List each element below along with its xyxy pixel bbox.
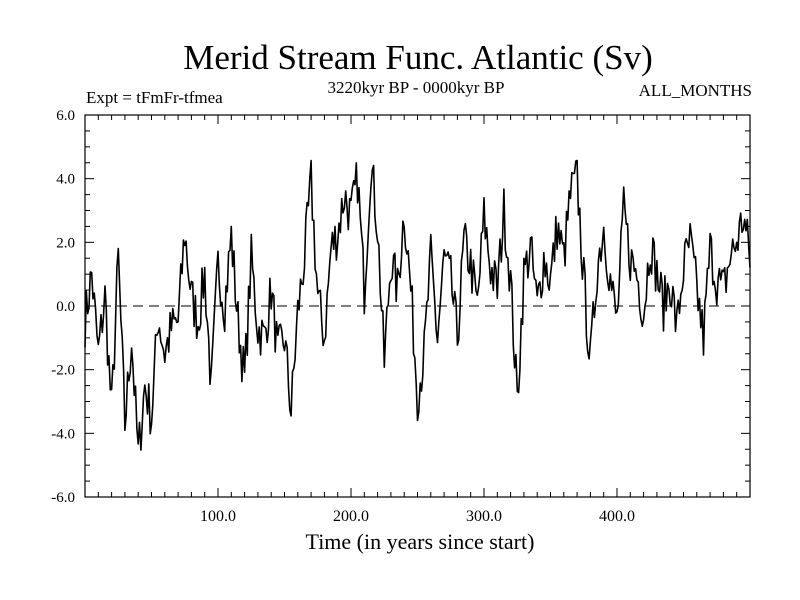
chart-title: Merid Stream Func. Atlantic (Sv): [183, 38, 653, 77]
months-label: ALL_MONTHS: [638, 81, 752, 100]
x-tick-label: 400.0: [599, 508, 635, 525]
x-tick-label: 200.0: [333, 508, 369, 525]
y-tick-label: 6.0: [56, 108, 75, 124]
time-range-label: 3220kyr BP - 0000kyr BP: [327, 78, 505, 97]
x-tick-label: 100.0: [200, 508, 236, 525]
y-tick-label: -2.0: [51, 363, 75, 379]
y-tick-label: 4.0: [56, 172, 75, 188]
x-tick-label: 300.0: [466, 508, 502, 525]
y-tick-label: 0.0: [56, 299, 75, 315]
x-axis-title: Time (in years since start): [306, 529, 535, 554]
y-tick-labels: -6.0 -4.0 -2.0 0.0 2.0 4.0 6.0: [51, 108, 75, 506]
y-tick-label: -6.0: [51, 490, 75, 506]
x-tick-labels: 100.0 200.0 300.0 400.0: [200, 508, 635, 525]
experiment-label: Expt = tFmFr-tfmea: [86, 88, 223, 107]
series-line: [84, 159, 751, 451]
y-tick-label: 2.0: [56, 235, 75, 251]
y-tick-label: -4.0: [51, 426, 75, 442]
